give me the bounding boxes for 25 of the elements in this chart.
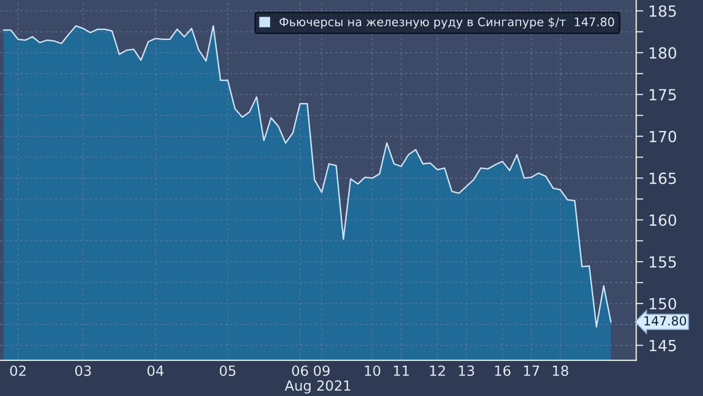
text: 147.80 [644,316,686,326]
y-tick-label: 155 [650,256,676,268]
x-tick-label: 10 [365,365,380,376]
x-tick-label: 13 [459,365,474,376]
x-tick-label: 18 [552,365,568,376]
y-tick-label: 185 [650,5,676,17]
x-tick-label: 06 [292,365,308,376]
y-tick-label: 175 [650,89,676,100]
x-tick-label: 03 [75,365,91,376]
x-tick-label: 16 [495,365,510,376]
x-tick-label: 17 [524,366,540,376]
legend-label: Фьючерсы на железную руду в Сингапуре $/т 147.80 [280,17,614,29]
y-tick-label: 180 [650,47,676,59]
x-tick-label: 09 [314,365,330,376]
x-tick-label: 04 [148,365,164,376]
x-tick-label: 05 [220,365,236,376]
x-axis-title: Aug 2021 [284,380,350,394]
x-tick-label: 11 [394,366,409,376]
y-tick-label: 165 [650,172,676,184]
x-tick-label: 12 [430,365,445,376]
y-tick-label: 170 [650,130,676,142]
x-tick-label: 02 [10,365,26,376]
y-tick-label: 150 [650,298,676,310]
y-tick-label: 160 [650,214,676,226]
y-tick-label: 145 [650,340,676,352]
